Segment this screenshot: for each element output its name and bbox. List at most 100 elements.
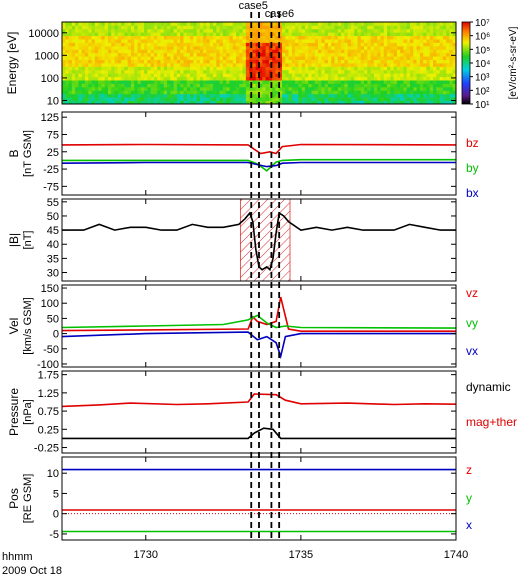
spectrogram-cell: [318, 22, 322, 26]
spectrogram-cell: [255, 86, 260, 91]
spectrogram-cell: [433, 35, 437, 40]
spectrogram-cell: [281, 69, 286, 74]
spectrogram-cell: [419, 76, 424, 81]
spectrogram-cell: [262, 45, 266, 50]
spectrogram-cell: [295, 39, 299, 43]
spectrogram-cell: [137, 73, 142, 78]
spectrogram-cell: [442, 86, 447, 91]
spectrogram-cell: [413, 59, 417, 64]
spectrogram-cell: [327, 76, 332, 81]
spectrogram-cell: [278, 49, 283, 54]
spectrogram-cell: [387, 100, 391, 105]
spectrogram-cell: [449, 86, 454, 91]
spectrogram-cell: [275, 93, 280, 98]
spectrogram-cell: [199, 28, 204, 33]
spectrogram-cell: [377, 73, 381, 78]
spectrogram-cell: [433, 63, 437, 67]
spectrogram-cell: [370, 76, 375, 81]
spectrogram-cell: [245, 42, 250, 47]
spectrogram-cell: [160, 97, 165, 101]
spectrogram-cell: [354, 52, 358, 57]
spectrogram-cell: [377, 80, 381, 84]
spectrogram-cell: [206, 45, 211, 50]
spectrogram-cell: [209, 73, 214, 78]
spectrogram-cell: [242, 66, 247, 71]
spectrogram-cell: [186, 83, 191, 88]
spectrogram-cell: [410, 42, 414, 47]
spectrogram-cell: [324, 28, 329, 33]
spectrogram-cell: [71, 83, 76, 88]
spectrogram-cell: [124, 73, 129, 78]
spectrogram-cell: [423, 35, 427, 40]
spectrogram-cell: [147, 83, 152, 88]
spectrogram-cell: [173, 90, 178, 95]
spectrogram-cell: [134, 93, 138, 98]
spectrogram-cell: [390, 42, 395, 47]
spectrogram-cell: [364, 32, 368, 37]
spectrogram-cell: [423, 39, 427, 43]
spectrogram-cell: [222, 93, 227, 98]
spectrogram-cell: [167, 22, 171, 26]
spectrogram-cell: [341, 56, 345, 60]
spectrogram-cell: [170, 76, 175, 81]
spectrogram-cell: [84, 32, 89, 37]
spectrogram-cell: [252, 22, 257, 26]
spectrogram-cell: [153, 97, 158, 101]
spectrogram-cell: [81, 42, 86, 47]
spectrogram-cell: [311, 45, 316, 50]
spectrogram-cell: [281, 52, 286, 57]
spectrogram-cell: [91, 42, 96, 47]
spectrogram-cell: [111, 69, 115, 74]
spectrogram-cell: [216, 35, 220, 40]
spectrogram-cell: [239, 66, 243, 71]
spectrogram-cell: [91, 83, 96, 88]
spectrogram-cell: [393, 69, 398, 74]
spectrogram-cell: [301, 69, 306, 74]
spectrogram-cell: [91, 93, 96, 98]
spectrogram-cell: [321, 63, 326, 67]
spectrogram-cell: [222, 90, 227, 95]
spectrogram-cell: [318, 59, 322, 64]
spectrogram-cell: [380, 97, 385, 101]
spectrogram-cell: [272, 83, 276, 88]
spectrogram-cell: [167, 39, 171, 43]
spectrogram-cell: [416, 86, 421, 91]
spectrogram-cell: [130, 66, 135, 71]
spectrogram-cell: [393, 22, 398, 26]
spectrogram-cell: [121, 32, 125, 37]
spectrogram-cell: [255, 35, 260, 40]
spectrogram-cell: [180, 97, 184, 101]
spectrogram-cell: [219, 80, 224, 84]
spectrogram-cell: [268, 39, 273, 43]
spectrogram-cell: [180, 32, 184, 37]
spectrogram-cell: [71, 45, 76, 50]
spectrogram-cell: [324, 42, 329, 47]
spectrogram-cell: [433, 39, 437, 43]
spectrogram-cell: [272, 66, 276, 71]
spectrogram-cell: [170, 52, 175, 57]
spectrogram-cell: [104, 32, 109, 37]
spectrogram-cell: [265, 49, 270, 54]
spectrogram-cell: [446, 39, 450, 43]
spectrogram-cell: [410, 39, 414, 43]
spectrogram-cell: [180, 52, 184, 57]
spectrogram-cell: [65, 39, 69, 43]
spectrogram-cell: [226, 73, 230, 78]
spectrogram-cell: [278, 66, 283, 71]
spectrogram-cell: [183, 32, 188, 37]
spectrogram-cell: [107, 76, 112, 81]
spectrogram-cell: [327, 90, 332, 95]
spectrogram-cell: [150, 22, 155, 26]
spectrogram-cell: [380, 86, 385, 91]
spectrogram-cell: [193, 22, 198, 26]
energy-ytick-label: 10000: [28, 28, 59, 40]
spectrogram-cell: [157, 59, 161, 64]
spectrogram-cell: [68, 100, 73, 105]
spectrogram-cell: [245, 39, 250, 43]
spectrogram-cell: [446, 90, 450, 95]
spectrogram-cell: [439, 28, 444, 33]
spectrogram-cell: [229, 63, 234, 67]
spectrogram-cell: [262, 49, 266, 54]
spectrogram-cell: [226, 97, 230, 101]
spectrogram-cell: [337, 25, 342, 30]
